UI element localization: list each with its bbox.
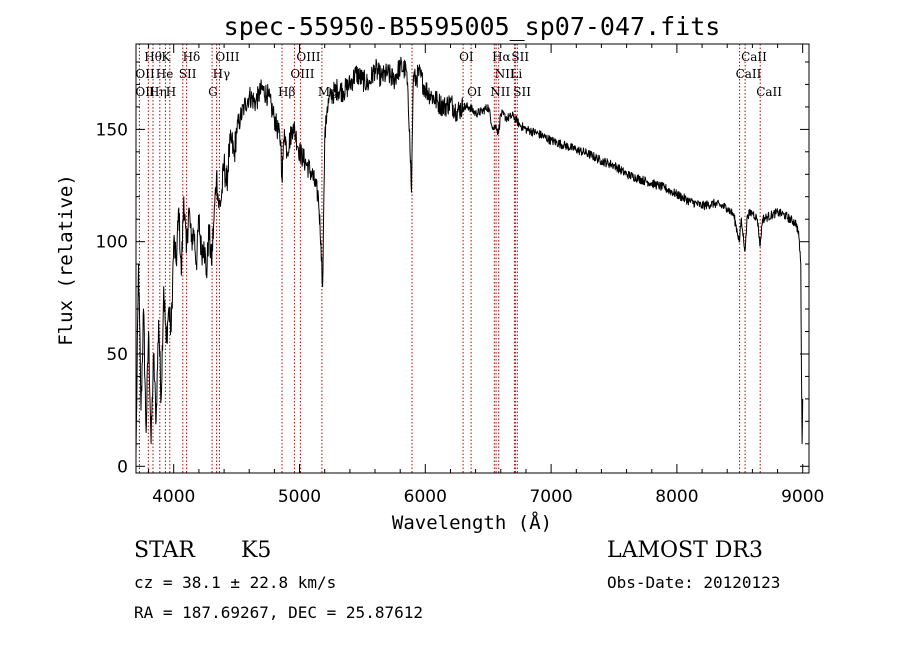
line-label: H	[166, 85, 176, 99]
line-label: OIII	[215, 50, 239, 64]
line-label: G	[208, 85, 218, 99]
line-label: CaII	[741, 50, 767, 64]
x-tick-label: 8000	[655, 487, 698, 507]
x-tick-label: 6000	[404, 487, 447, 507]
line-label: Li	[510, 67, 522, 81]
object-class: STAR	[134, 538, 195, 563]
survey-name: LAMOST DR3	[607, 538, 763, 563]
line-label: OII	[135, 85, 155, 99]
x-tick-label: 4000	[152, 487, 195, 507]
line-label: NII	[490, 85, 510, 99]
line-label: Hγ	[213, 67, 231, 81]
coordinates: RA = 187.69267, DEC = 25.87612	[134, 603, 423, 622]
line-label: CaII	[736, 67, 762, 81]
x-tick-label: 7000	[529, 487, 572, 507]
redshift-readout: cz = 38.1 ± 22.8 km/s	[134, 573, 337, 592]
line-label: Hα	[492, 50, 511, 64]
line-label: OIII	[290, 67, 314, 81]
line-label: CaII	[756, 85, 782, 99]
x-tick-label: 9000	[781, 487, 824, 507]
line-label: OI	[467, 85, 482, 99]
line-label: SII	[513, 85, 531, 99]
obs-date: Obs-Date: 20120123	[607, 573, 781, 592]
plot-frame	[135, 43, 810, 474]
y-tick-label: 150	[96, 120, 128, 140]
flux-series-line	[135, 56, 804, 456]
line-label: He	[156, 67, 174, 81]
line-label: K	[161, 50, 171, 64]
line-label: Hη	[149, 85, 167, 99]
line-label: Hβ	[278, 85, 295, 99]
line-label: Hδ	[183, 50, 201, 64]
flux-series-group	[135, 56, 804, 456]
line-label: OIII	[296, 50, 320, 64]
line-label: SII	[179, 67, 197, 81]
x-tick-label: 5000	[278, 487, 321, 507]
y-axis-label: Flux (relative)	[55, 174, 77, 346]
line-label: Hθ	[144, 50, 162, 64]
line-label: NII	[495, 67, 515, 81]
line-label: OI	[459, 50, 474, 64]
y-tick-label: 50	[106, 345, 128, 365]
line-markers	[138, 44, 761, 473]
x-axis-label: Wavelength (Å)	[392, 511, 552, 534]
axis-ticks: 4000 5000 6000 7000 8000 9000 0 50 100 150	[96, 44, 824, 507]
object-subclass: K5	[241, 538, 272, 563]
chart-title: spec-55950-B5595005_sp07-047.fits	[224, 12, 721, 41]
line-label: OII	[135, 67, 155, 81]
y-tick-label: 100	[96, 233, 128, 253]
y-tick-label: 0	[117, 457, 128, 477]
line-label: SII	[511, 50, 529, 64]
